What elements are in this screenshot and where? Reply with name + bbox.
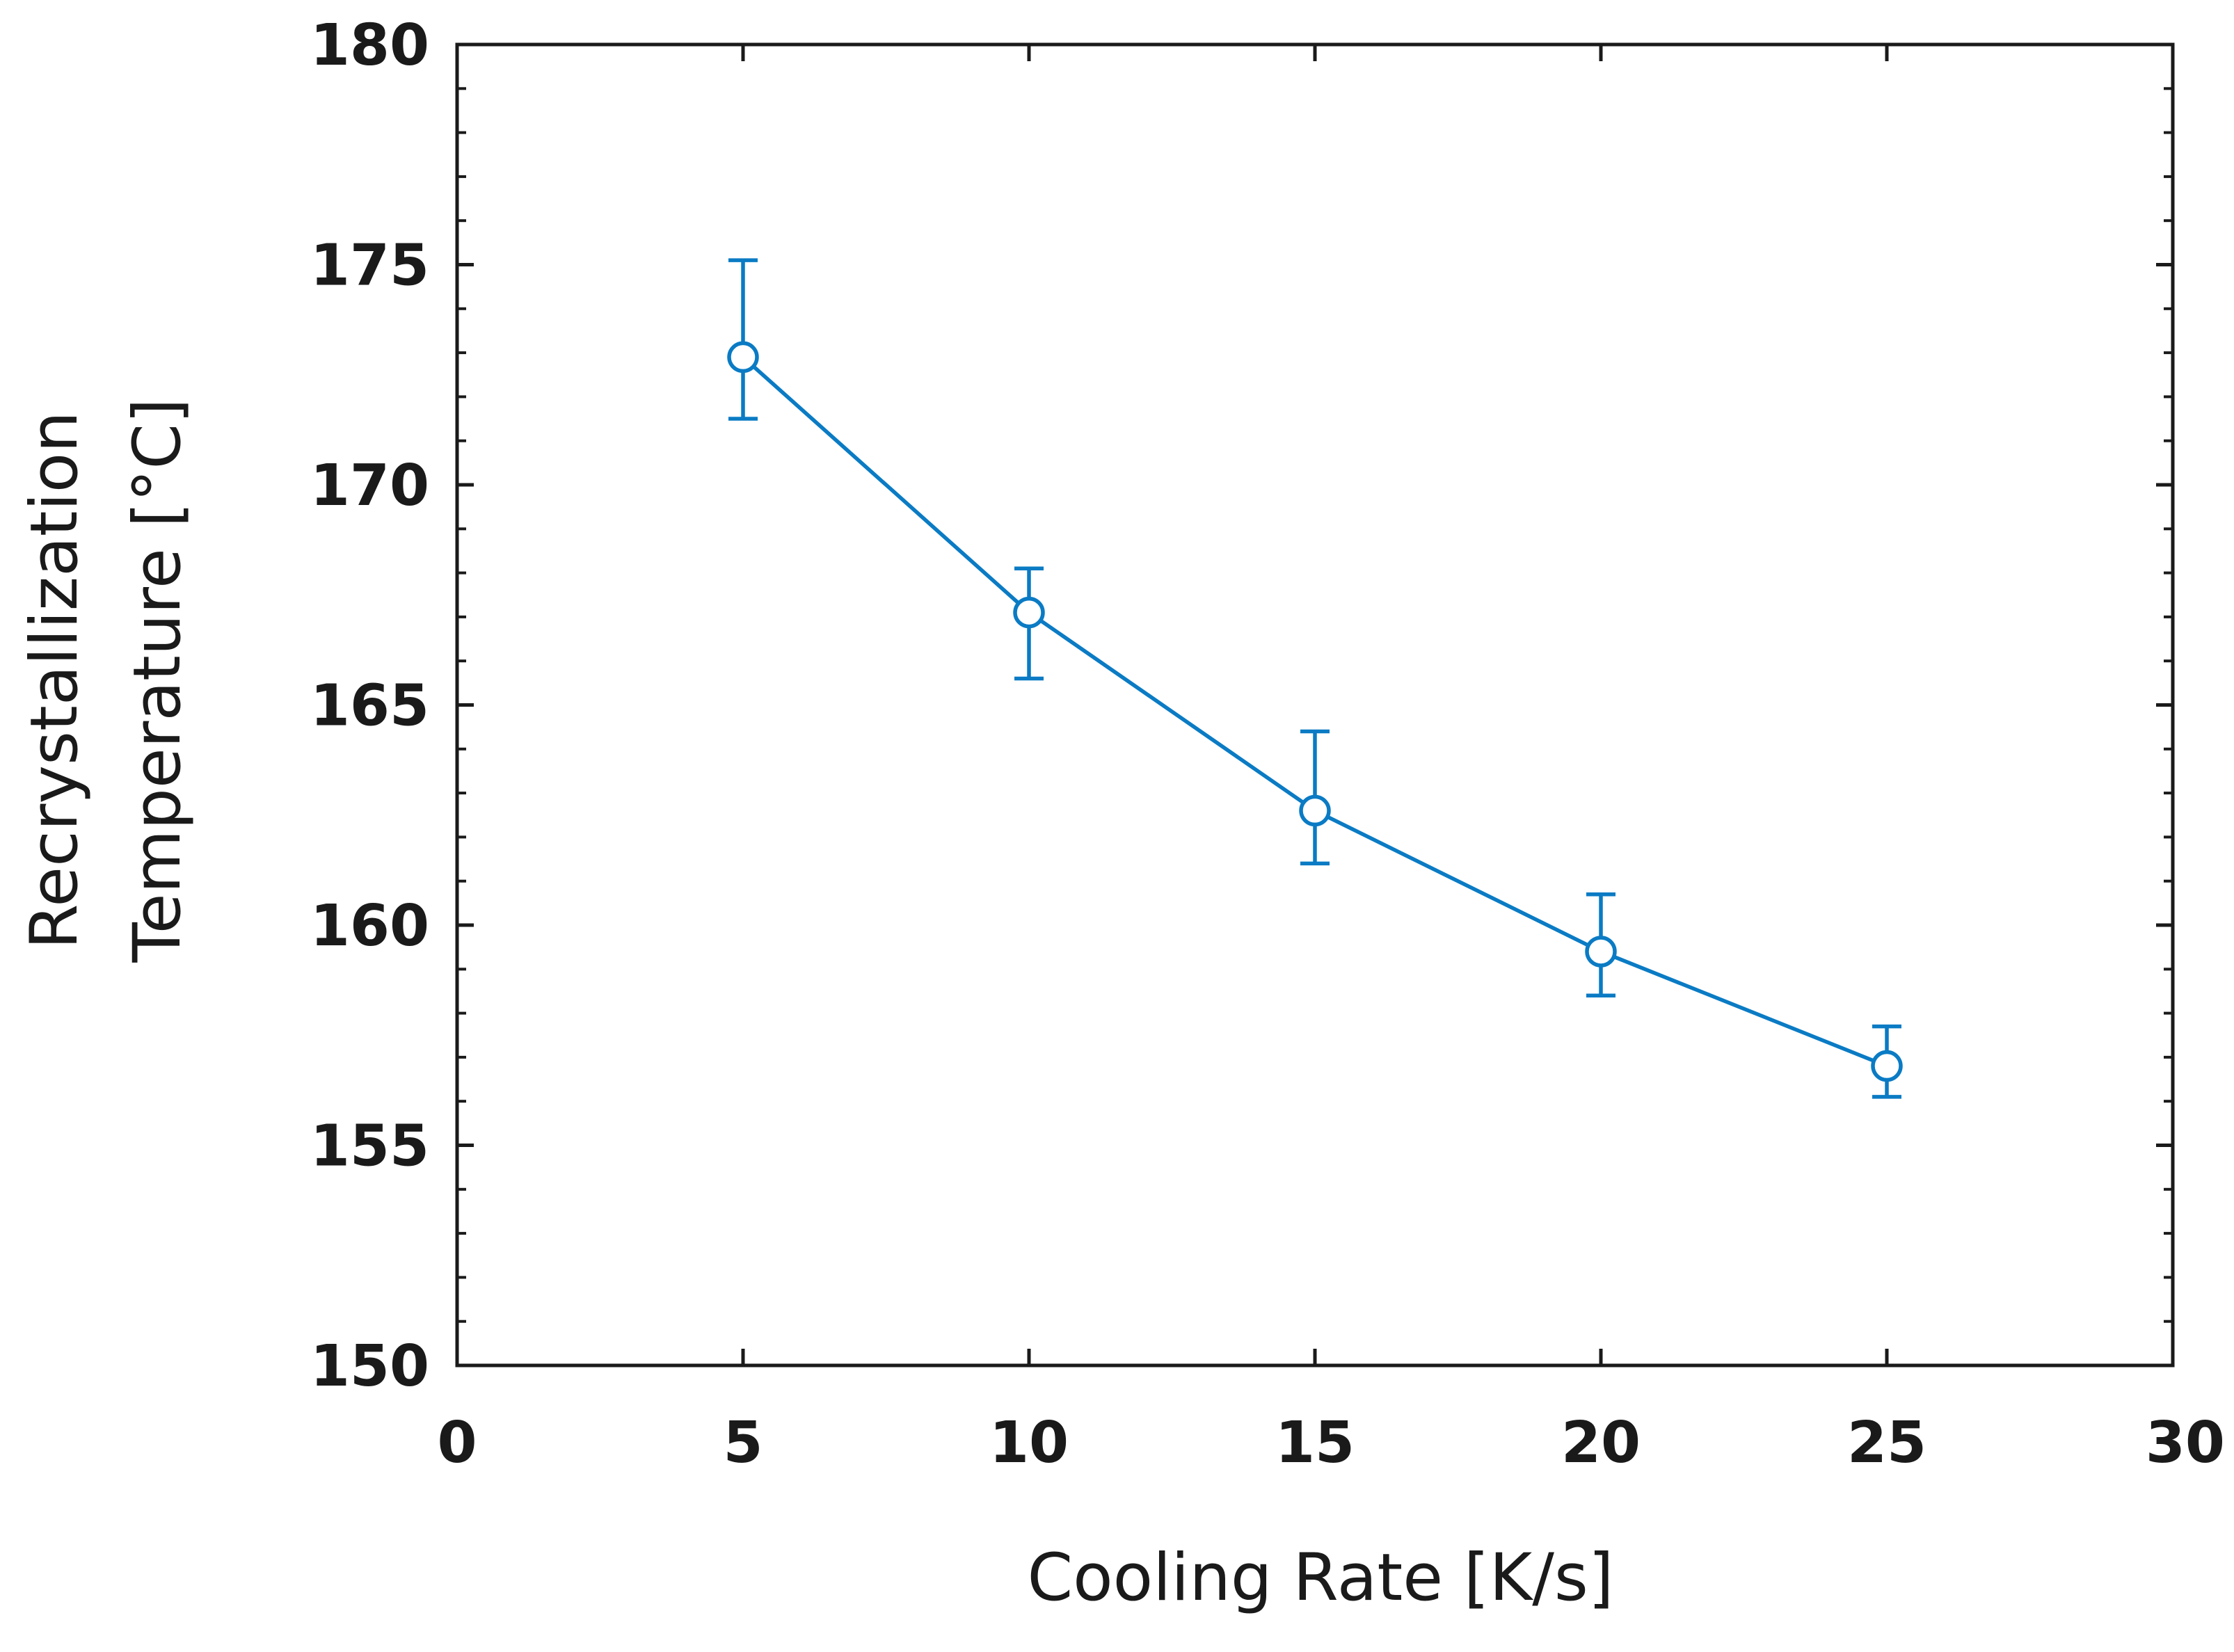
x-tick-label: 25	[1847, 1410, 1926, 1476]
y-tick-label: 155	[310, 1114, 429, 1180]
data-point	[727, 341, 759, 374]
y-tick-label: 160	[310, 893, 429, 959]
data-point	[1299, 794, 1331, 827]
y-tick-label: 175	[310, 233, 429, 299]
plot-frame	[455, 42, 2175, 1368]
y-axis-title-line-2: Temperature [°C]	[120, 398, 196, 963]
data-point	[1013, 596, 1045, 629]
x-tick-label: 5	[723, 1410, 763, 1476]
x-tick-label: 0	[437, 1410, 477, 1476]
y-ticks: 150 155 160 165 170 175 180	[310, 13, 2173, 1400]
x-tick-label: 20	[1561, 1410, 1641, 1476]
y-tick-label: 150	[310, 1333, 429, 1400]
x-tick-label: 15	[1275, 1410, 1355, 1476]
y-axis-title-line-1: Recrystallization	[17, 411, 93, 949]
y-axis-title: Recrystallization Temperature [°C]	[17, 398, 196, 963]
x-tick-label: 30	[2146, 1410, 2225, 1476]
y-tick-label: 165	[310, 673, 429, 739]
series-line	[742, 355, 1888, 1068]
x-tick-label: 10	[989, 1410, 1069, 1476]
y-tick-label: 180	[310, 13, 429, 79]
x-ticks: 0 5 10 15 20 25 30	[437, 45, 2225, 1476]
series-layer	[727, 258, 1903, 1099]
x-axis-title: Cooling Rate [K/s]	[1027, 1540, 1613, 1616]
y-tick-label: 170	[310, 453, 429, 519]
data-point	[1871, 1050, 1903, 1082]
data-point	[1585, 936, 1617, 968]
